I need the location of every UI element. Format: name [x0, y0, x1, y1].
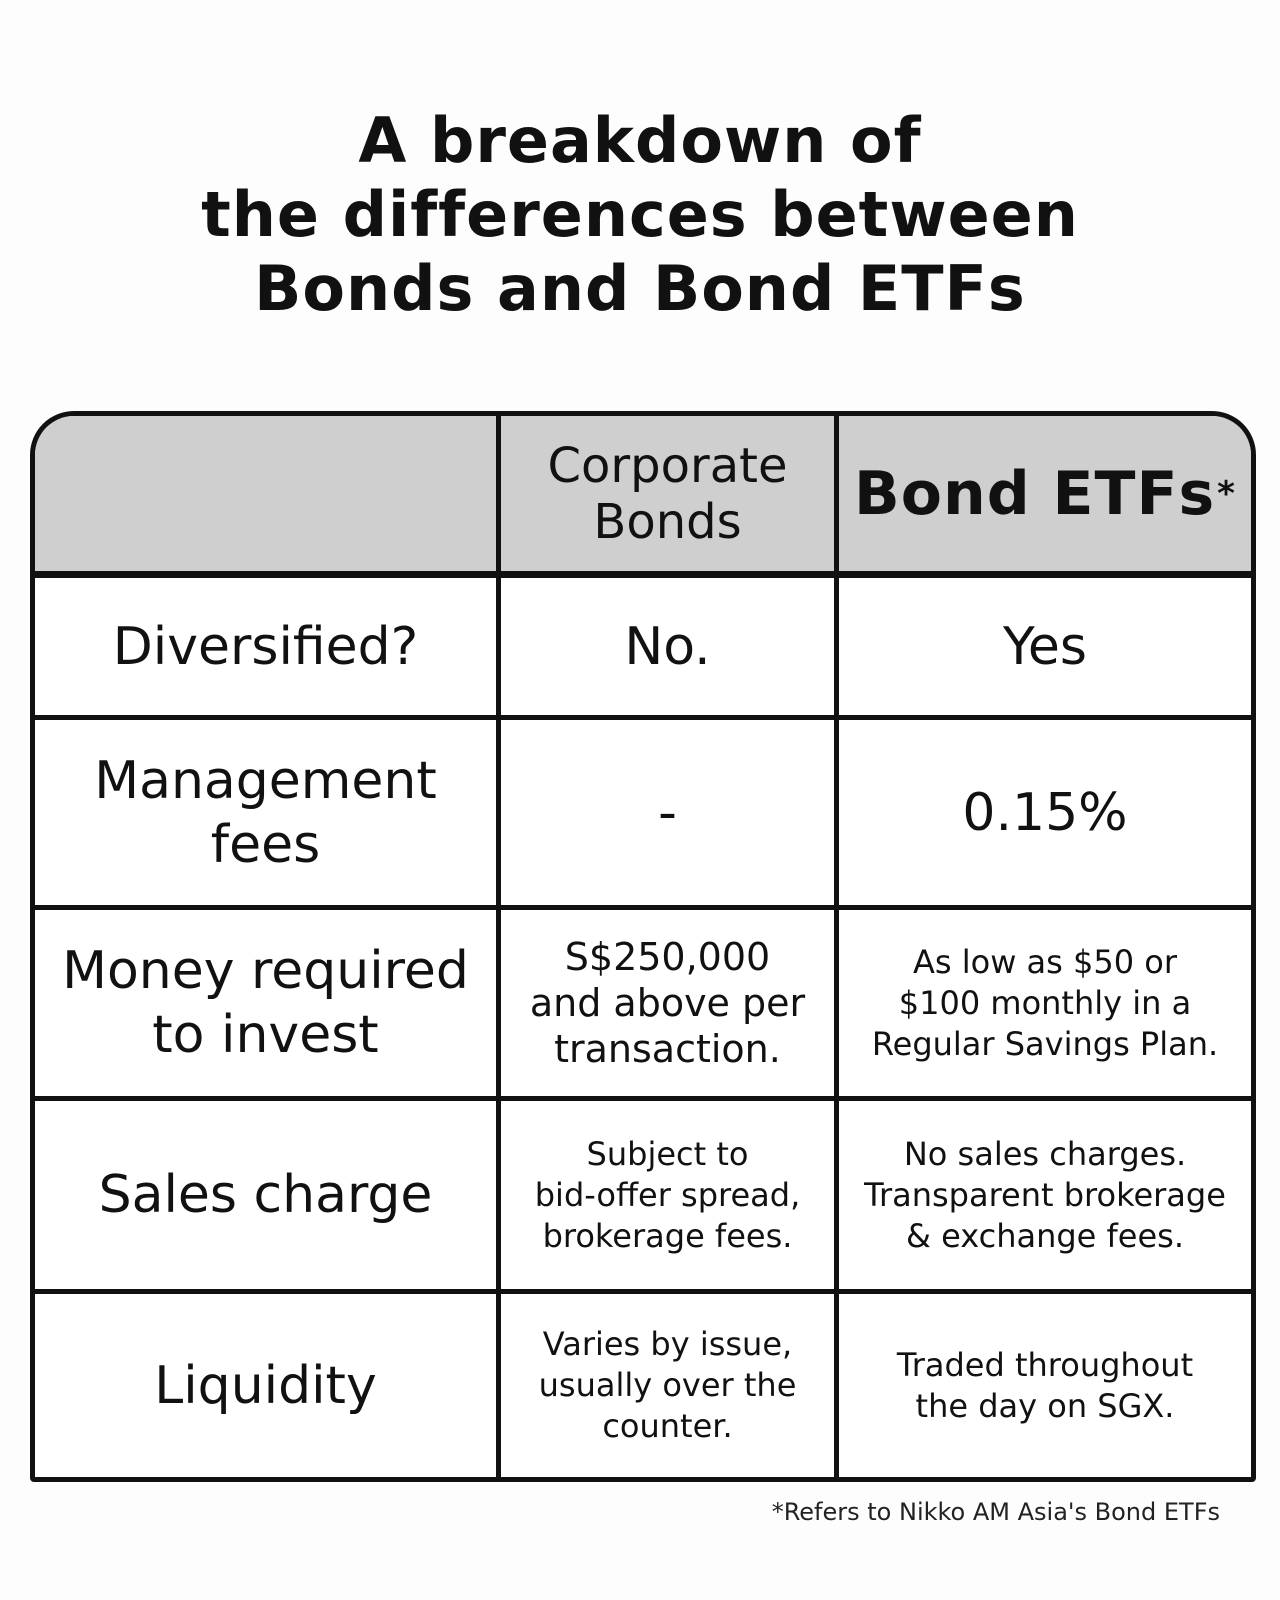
etf-diversified-value: Yes — [839, 578, 1251, 720]
etf-sales-charge-value: No sales charges. Transparent brokerage … — [839, 1101, 1251, 1294]
corporate-management-fees-value: - — [501, 720, 839, 910]
title-line-1: A breakdown of — [358, 104, 922, 177]
header-bond-etfs: Bond ETFs * — [839, 416, 1251, 578]
corporate-liquidity-value: Varies by issue, usually over the counte… — [501, 1294, 839, 1477]
row-label-liquidity: Liquidity — [35, 1294, 501, 1477]
corporate-sales-charge-value: Subject to bid-offer spread, brokerage f… — [501, 1101, 839, 1294]
header-corporate-bonds: Corporate Bonds — [501, 416, 839, 578]
header-empty-cell — [35, 416, 501, 578]
corporate-diversified-value: No. — [501, 578, 839, 720]
row-label-money-required: Money required to invest — [35, 910, 501, 1101]
corporate-money-required-value: S$250,000 and above per transaction. — [501, 910, 839, 1101]
etf-liquidity-value: Traded throughout the day on SGX. — [896, 1345, 1194, 1425]
footnote-marker: * — [1217, 473, 1236, 514]
comparison-table: Corporate Bonds Bond ETFs * Diversified? … — [30, 411, 1256, 1482]
title-line-2: the differences between — [201, 178, 1079, 251]
row-label-sales-charge: Sales charge — [35, 1101, 501, 1294]
page-title: A breakdown of the differences between B… — [0, 104, 1280, 326]
header-bond-etfs-label: Bond ETFs — [854, 458, 1216, 529]
row-label-management-fees: Management fees — [35, 720, 501, 910]
etf-money-required-value: As low as $50 or $100 monthly in a Regul… — [839, 910, 1251, 1101]
footnote: *Refers to Nikko AM Asia's Bond ETFs — [771, 1498, 1220, 1526]
title-line-3: Bonds and Bond ETFs — [254, 252, 1026, 325]
row-label-diversified: Diversified? — [35, 578, 501, 720]
etf-management-fees-value: 0.15% — [839, 720, 1251, 910]
